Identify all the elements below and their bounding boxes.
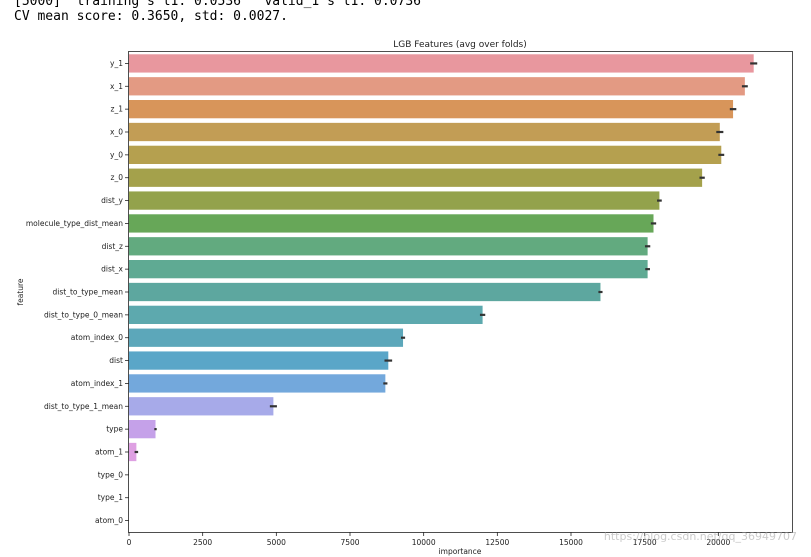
x-tick-label: 10000 <box>412 538 436 547</box>
y-tick-label: dist_to_type_0_mean <box>44 310 123 319</box>
y-tick-label: atom_index_0 <box>71 333 123 342</box>
y-tick-label: dist_x <box>101 265 123 274</box>
x-tick-label: 12500 <box>485 538 509 547</box>
y-tick-label: type_1 <box>98 493 124 502</box>
y-tick-label: dist_y <box>101 196 123 205</box>
y-tick-label: dist_to_type_1_mean <box>44 402 123 411</box>
y-tick-label: type_0 <box>98 470 124 479</box>
bar-dist_x <box>129 260 648 279</box>
y-tick-label: molecule_type_dist_mean <box>26 219 123 228</box>
x-tick-label: 17500 <box>633 538 657 547</box>
x-tick-label: 15000 <box>559 538 583 547</box>
y-tick-label: z_1 <box>111 105 124 114</box>
bar-z_1 <box>129 100 734 119</box>
bar-molecule_type_dist_mean <box>129 214 654 233</box>
bar-z_0 <box>129 168 703 187</box>
y-tick-label: atom_0 <box>95 516 123 525</box>
bar-dist_to_type_mean <box>129 282 601 302</box>
x-axis-label: importance <box>439 547 482 556</box>
bar-dist_to_type_0_mean <box>129 305 483 324</box>
x-tick-label: 0 <box>127 538 132 547</box>
watermark-text: https://blog.csdn.net/qq_36949707 <box>603 530 797 543</box>
x-tick-label: 7500 <box>340 538 359 547</box>
bar-dist_z <box>129 237 648 256</box>
y-tick-label: atom_1 <box>95 448 123 457</box>
bar-dist_to_type_1_mean <box>129 397 274 416</box>
bar-x_1 <box>129 77 745 96</box>
x-tick-label: 2500 <box>193 538 212 547</box>
bar-atom_1 <box>129 442 137 462</box>
bar-atom_index_1 <box>129 374 386 393</box>
y-tick-label: type <box>106 425 123 434</box>
y-tick-label: dist_to_type_mean <box>53 288 124 297</box>
y-axis-label: feature <box>16 278 25 305</box>
bar-type <box>129 420 156 439</box>
y-tick-label: z_0 <box>111 173 124 182</box>
bar-dist_y <box>129 191 660 210</box>
y-tick-label: x_1 <box>110 82 123 91</box>
y-tick-label: x_0 <box>110 128 123 137</box>
x-tick-label: 5000 <box>267 538 286 547</box>
console-output-line: CV mean score: 0.3650, std: 0.0027. <box>14 9 288 24</box>
y-tick-label: y_1 <box>110 59 123 68</box>
y-tick-label: y_0 <box>110 150 123 159</box>
x-tick-label: 20000 <box>706 538 730 547</box>
chart-title: LGB Features (avg over folds) <box>393 40 527 50</box>
bar-atom_index_0 <box>129 328 404 347</box>
bar-y_0 <box>129 145 722 164</box>
bar-y_1 <box>129 54 754 73</box>
bar-x_0 <box>129 122 720 142</box>
y-tick-label: atom_index_1 <box>71 379 123 388</box>
console-output-line: [5000] training's l1: 0.0536 valid_1's l… <box>14 0 421 9</box>
y-tick-label: dist <box>109 356 123 365</box>
y-tick-label: dist_z <box>102 242 123 251</box>
bar-dist <box>129 351 389 370</box>
